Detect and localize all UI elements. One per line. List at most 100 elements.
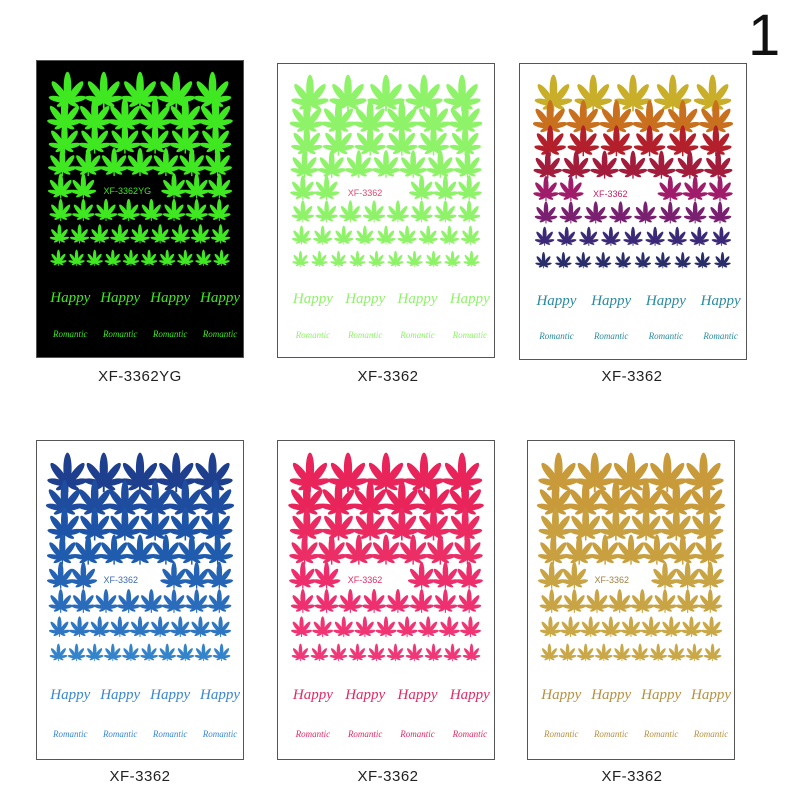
leaf-sticker (182, 561, 211, 589)
leaf-sticker (151, 147, 181, 177)
leaf-sticker (354, 616, 376, 637)
leaf-sticker (439, 225, 460, 245)
leaf-sticker (150, 534, 182, 565)
romantic-sticker: Romantic (102, 729, 138, 739)
leaf-sticker (444, 250, 461, 267)
leaf-sticker (353, 507, 388, 541)
leaf-sticker (613, 643, 631, 662)
leaf-sticker (534, 125, 566, 157)
leaf-sticker (210, 616, 232, 637)
leaf-sticker (457, 200, 481, 223)
leaf-sticker (212, 643, 231, 662)
leaf-sticker (708, 201, 732, 224)
sheet-caption: XF-3362YG (98, 368, 182, 385)
leaf-sticker (537, 534, 569, 565)
leaf-sticker (408, 175, 435, 201)
leaf-sticker (563, 534, 595, 565)
leaf-sticker (138, 507, 173, 541)
leaf-sticker (351, 479, 389, 517)
leaf-sticker (615, 534, 647, 565)
leaf-sticker (609, 201, 632, 224)
happy-sticker: Happy (700, 292, 741, 309)
leaf-sticker (534, 201, 558, 224)
leaf-sticker (130, 224, 150, 244)
leaf-sticker (109, 122, 141, 154)
leaf-sticker (438, 616, 460, 637)
leaf-sticker (386, 200, 410, 223)
leaf-sticker (555, 252, 572, 269)
leaf-sticker (198, 507, 233, 541)
leaf-sticker (68, 249, 85, 266)
leaf-sticker (288, 479, 326, 517)
leaf-sticker (129, 616, 151, 637)
leaf-sticker (176, 643, 195, 662)
leaf-sticker (110, 224, 130, 244)
leaf-sticker (98, 534, 130, 565)
leaf-sticker (314, 589, 339, 613)
leaf-sticker (310, 643, 329, 662)
leaf-sticker (397, 225, 417, 245)
leaf-sticker (539, 589, 564, 613)
leaf-sticker (594, 252, 612, 269)
leaf-sticker (122, 643, 140, 662)
romantic-sticker: Romantic (703, 331, 738, 342)
happy-sticker: Happy (641, 687, 682, 704)
romantic-sticker: Romantic (53, 729, 88, 739)
leaf-sticker (575, 252, 592, 269)
leaf-sticker (313, 175, 340, 201)
leaf-sticker (539, 616, 561, 637)
leaf-sticker (425, 250, 442, 267)
leaf-sticker (623, 226, 643, 246)
leaf-sticker (574, 74, 612, 112)
leaf-sticker (560, 616, 582, 637)
happy-sticker: Happy (100, 687, 141, 704)
leaf-sticker (683, 201, 707, 224)
leaf-sticker (49, 643, 68, 662)
leaf-sticker (47, 507, 82, 541)
leaf-sticker (139, 589, 164, 613)
leaf-sticker (291, 200, 315, 223)
leaf-sticker (385, 589, 410, 613)
romantic-sticker: Romantic (400, 729, 435, 739)
leaf-sticker (291, 643, 310, 662)
leaf-sticker (579, 226, 599, 246)
sheet-caption: XF-3362 (357, 368, 419, 385)
leaf-sticker (343, 534, 375, 565)
leaf-sticker (618, 150, 648, 179)
leaf-sticker (67, 643, 86, 662)
happy-sticker: Happy (691, 687, 732, 704)
leaf-sticker (610, 452, 652, 493)
leaf-sticker (321, 507, 356, 541)
leaf-sticker (434, 200, 457, 223)
leaf-sticker (124, 534, 156, 565)
leaf-sticker (675, 150, 705, 179)
leaf-sticker (158, 643, 177, 662)
leaf-sticker (452, 534, 483, 565)
leaf-sticker (659, 507, 694, 541)
leaf-sticker (104, 249, 122, 266)
happy-sticker: Happy (591, 687, 632, 704)
leaf-sticker (424, 643, 443, 662)
leaf-sticker (711, 226, 732, 246)
leaf-sticker (560, 561, 589, 589)
leaf-sticker (365, 452, 407, 493)
leaf-sticker (289, 561, 317, 589)
leaf-sticker (416, 507, 451, 541)
leaf-sticker (121, 71, 159, 109)
leaf-sticker (566, 99, 601, 134)
leaf-sticker (207, 589, 232, 613)
leaf-sticker (417, 124, 450, 156)
leaf-sticker (156, 452, 197, 493)
happy-sticker: Happy (200, 290, 241, 307)
leaf-sticker (161, 589, 187, 613)
romantic-sticker: Romantic (295, 729, 331, 739)
leaf-sticker (45, 479, 84, 517)
leaf-sticker (647, 452, 688, 493)
leaf-sticker (49, 198, 72, 221)
leaf-sticker (399, 150, 428, 178)
leaf-sticker (213, 249, 230, 266)
leaf-sticker (312, 225, 333, 245)
leaf-sticker (375, 616, 397, 637)
leaf-sticker (48, 147, 77, 177)
leaf-sticker (598, 507, 633, 541)
